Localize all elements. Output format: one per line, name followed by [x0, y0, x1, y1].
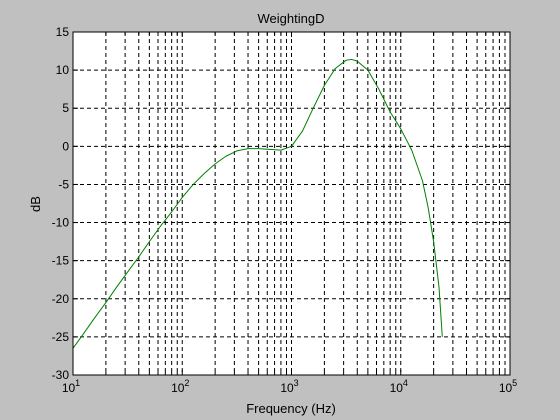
x-tick-label-base: 10 [62, 381, 76, 395]
x-tick-label-base: 10 [390, 381, 404, 395]
plot-frame [72, 31, 511, 376]
y-tick-labels: 15 10 5 0 -5 -10 -15 -20 -25 -30 [52, 25, 70, 382]
y-tick-label: 15 [56, 25, 70, 39]
x-tick-label-base: 10 [499, 381, 513, 395]
y-tick-label: -5 [58, 177, 69, 191]
x-tick-label-exponent: 2 [184, 378, 189, 388]
y-tick-label: 5 [62, 101, 69, 115]
y-tick-label: 10 [56, 63, 70, 77]
y-tick-label: -20 [52, 292, 70, 306]
x-tick-label: 101 [62, 378, 80, 395]
x-tick-label-exponent: 4 [403, 378, 408, 388]
y-tick-label: -10 [52, 216, 70, 230]
chart-title: WeightingD [258, 11, 325, 26]
x-tick-label-base: 10 [171, 381, 185, 395]
x-tick-label: 105 [499, 378, 517, 395]
x-tick-label-exponent: 5 [512, 378, 517, 388]
x-axis-label: Frequency (Hz) [246, 401, 336, 416]
y-tick-label: -30 [52, 368, 70, 382]
x-tick-label: 104 [390, 378, 408, 395]
y-axis-label: dB [28, 196, 43, 212]
series-line-0 [72, 58, 443, 349]
x-tick-label: 103 [280, 378, 298, 395]
x-tick-label-exponent: 1 [75, 378, 80, 388]
x-tick-label: 102 [171, 378, 189, 395]
x-tick-label-exponent: 3 [294, 378, 299, 388]
series-layer [72, 58, 443, 349]
x-tick-label-base: 10 [280, 381, 294, 395]
grid-lines [73, 32, 510, 375]
y-tick-label: 0 [62, 139, 69, 153]
x-tick-labels: 101 102 103 104 105 [62, 378, 517, 395]
y-tick-label: -15 [52, 254, 70, 268]
y-tick-label: -25 [52, 330, 70, 344]
